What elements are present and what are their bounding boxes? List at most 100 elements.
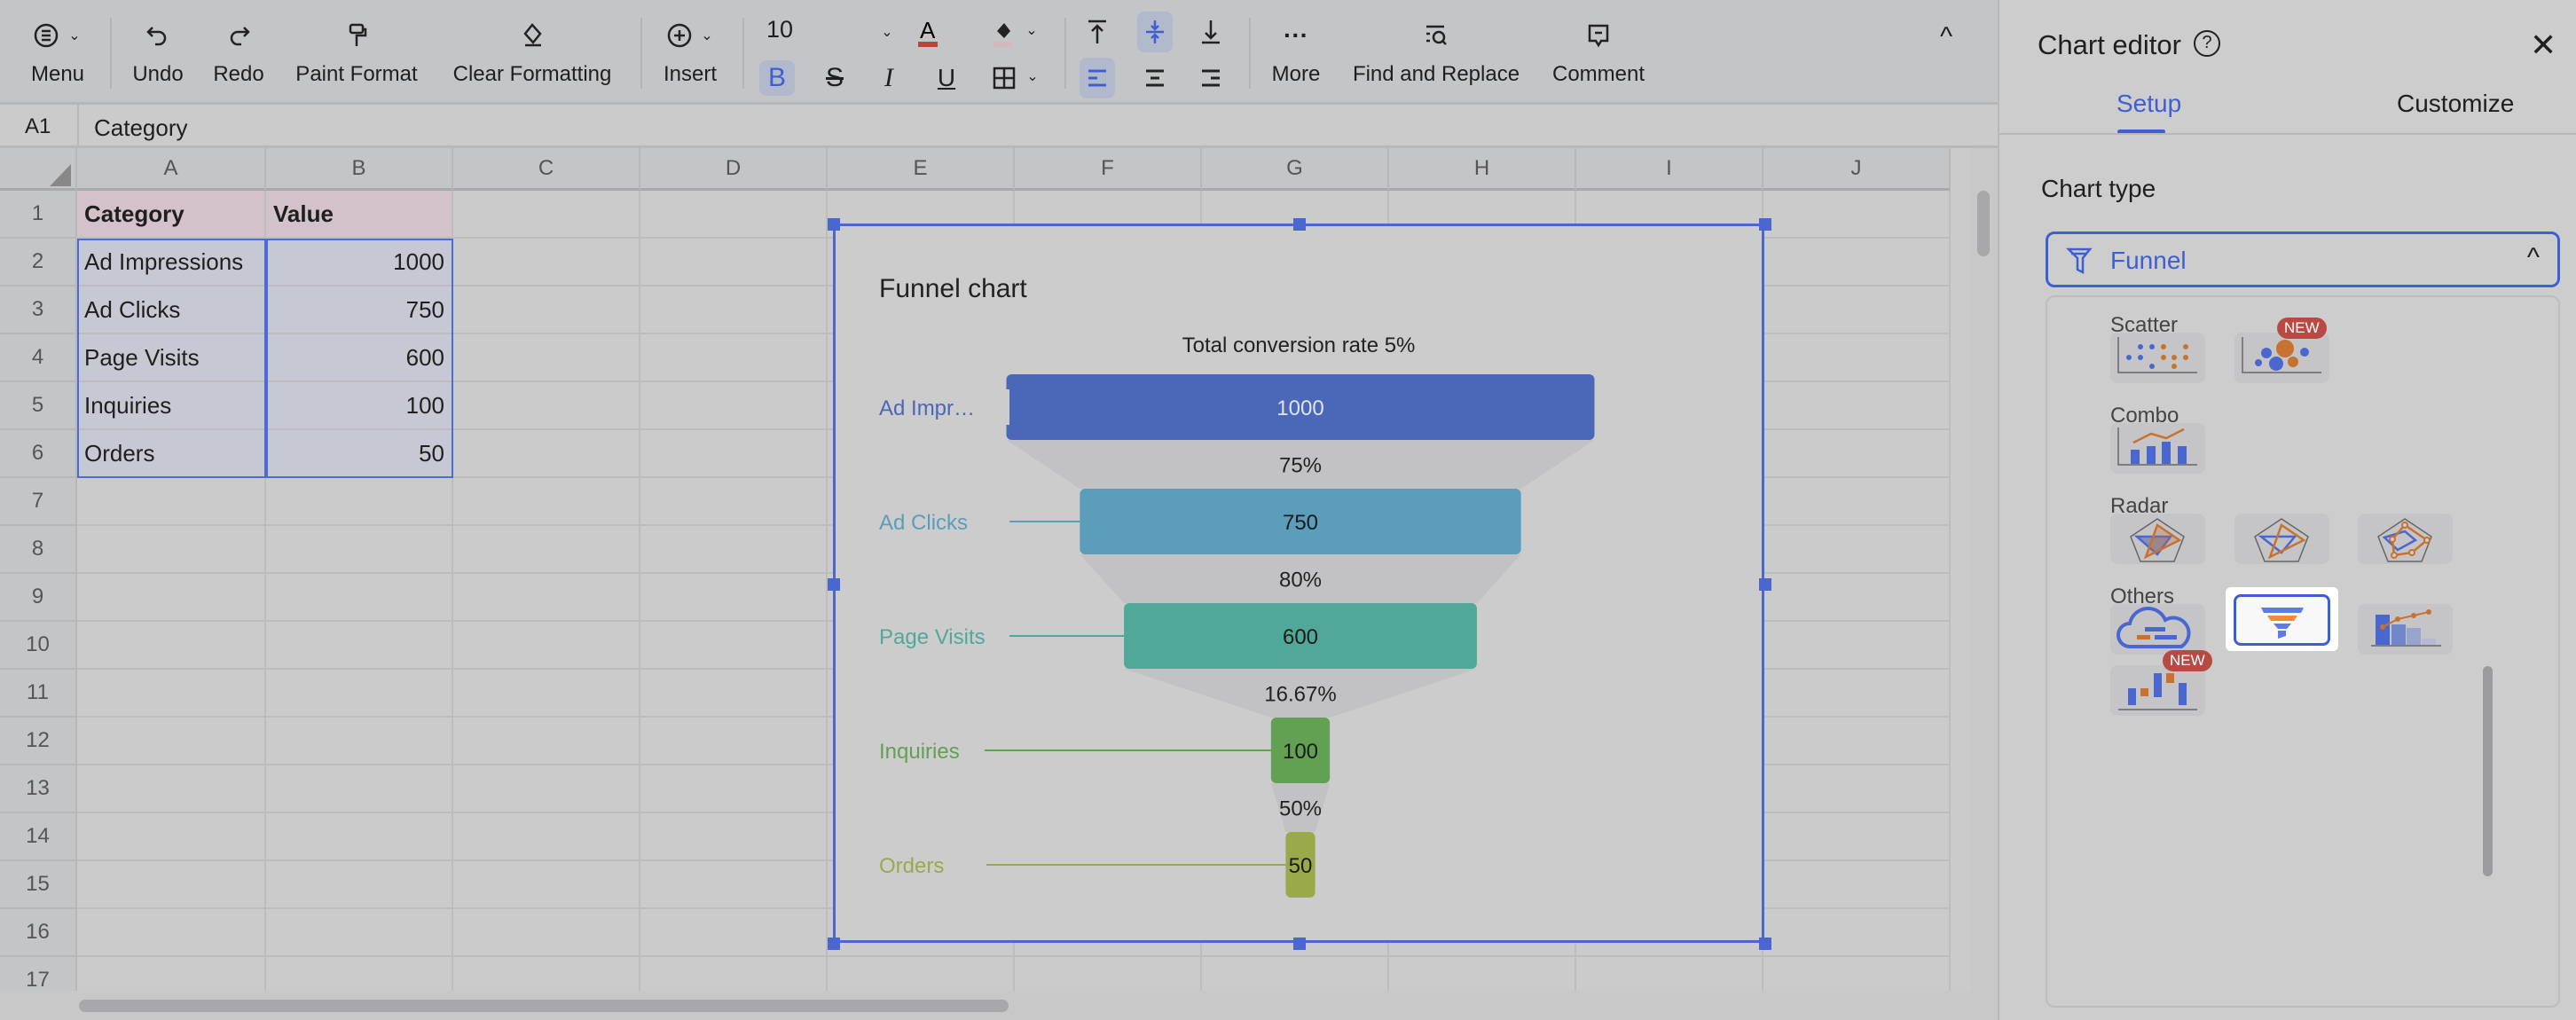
row-header-12[interactable]: 12 [0, 718, 77, 765]
cell-C12[interactable] [453, 718, 640, 765]
redo-button[interactable]: Redo [213, 62, 264, 86]
chart-option-wordcloud[interactable] [2110, 604, 2205, 655]
cell-D3[interactable] [640, 286, 828, 334]
cell-I17[interactable] [1576, 957, 1763, 991]
menu-button[interactable]: Menu [30, 62, 85, 86]
cell-C2[interactable] [453, 239, 640, 286]
valign-middle-icon[interactable] [1137, 12, 1173, 52]
cell-C7[interactable] [453, 478, 640, 526]
cell-A8[interactable] [77, 526, 266, 574]
paint-format-button[interactable]: Paint Format [295, 62, 418, 86]
row-header-6[interactable]: 6 [0, 430, 77, 478]
tab-setup[interactable]: Setup [2117, 90, 2182, 117]
cell-D2[interactable] [640, 239, 828, 286]
cell-J16[interactable] [1763, 909, 1951, 957]
cell-B2[interactable]: 1000 [266, 239, 453, 286]
strikethrough-button[interactable]: S [825, 63, 844, 92]
row-header-3[interactable]: 3 [0, 286, 77, 334]
paint-format-icon[interactable] [339, 18, 374, 53]
valign-bottom-icon[interactable] [1193, 14, 1229, 50]
cell-B10[interactable] [266, 622, 453, 670]
resize-handle[interactable] [828, 938, 840, 950]
chart-option-radar-filled[interactable] [2110, 514, 2205, 564]
cell-D1[interactable] [640, 191, 828, 239]
formula-input[interactable]: Category [94, 114, 188, 141]
cell-C10[interactable] [453, 622, 640, 670]
font-size-select[interactable]: 10 [766, 16, 794, 43]
cell-B4[interactable]: 600 [266, 334, 453, 382]
cell-E17[interactable] [828, 957, 1015, 991]
chart-option-scatter[interactable] [2110, 333, 2205, 383]
cell-J8[interactable] [1763, 526, 1951, 574]
cell-J14[interactable] [1763, 813, 1951, 861]
cell-D14[interactable] [640, 813, 828, 861]
cell-B3[interactable]: 750 [266, 286, 453, 334]
redo-icon[interactable] [221, 18, 256, 53]
cell-A5[interactable]: Inquiries [77, 382, 266, 430]
row-header-14[interactable]: 14 [0, 813, 77, 861]
cell-A13[interactable] [77, 765, 266, 813]
more-button[interactable]: More [1271, 62, 1321, 86]
cell-A12[interactable] [77, 718, 266, 765]
column-header-A[interactable]: A [77, 148, 266, 191]
cell-J17[interactable] [1763, 957, 1951, 991]
bold-button[interactable]: B [759, 60, 795, 96]
cell-A11[interactable] [77, 670, 266, 718]
cell-B1[interactable]: Value [266, 191, 453, 239]
cell-D8[interactable] [640, 526, 828, 574]
help-icon[interactable]: ? [2194, 30, 2220, 57]
cell-C16[interactable] [453, 909, 640, 957]
cell-J4[interactable] [1763, 334, 1951, 382]
cell-B16[interactable] [266, 909, 453, 957]
text-color-icon[interactable]: A [910, 16, 946, 51]
cell-C9[interactable] [453, 574, 640, 622]
cell-C11[interactable] [453, 670, 640, 718]
cell-D15[interactable] [640, 861, 828, 909]
column-header-H[interactable]: H [1389, 148, 1576, 191]
cell-B7[interactable] [266, 478, 453, 526]
menu-icon[interactable] [28, 18, 64, 53]
column-header-F[interactable]: F [1015, 148, 1202, 191]
resize-handle[interactable] [1759, 938, 1771, 950]
cell-C17[interactable] [453, 957, 640, 991]
cell-B12[interactable] [266, 718, 453, 765]
undo-icon[interactable] [140, 18, 176, 53]
cell-C6[interactable] [453, 430, 640, 478]
resize-handle[interactable] [1293, 218, 1306, 231]
cell-J15[interactable] [1763, 861, 1951, 909]
row-header-1[interactable]: 1 [0, 191, 77, 239]
row-header-17[interactable]: 17 [0, 957, 77, 991]
row-header-13[interactable]: 13 [0, 765, 77, 813]
align-right-icon[interactable] [1193, 60, 1229, 96]
resize-handle[interactable] [1759, 577, 1771, 591]
cell-D11[interactable] [640, 670, 828, 718]
column-header-J[interactable]: J [1763, 148, 1951, 191]
fill-color-icon[interactable] [986, 16, 1021, 51]
borders-chevron-icon[interactable]: ⌄ [1026, 69, 1039, 84]
cell-A14[interactable] [77, 813, 266, 861]
underline-button[interactable]: U [937, 64, 956, 91]
cell-J6[interactable] [1763, 430, 1951, 478]
align-center-icon[interactable] [1137, 60, 1173, 96]
column-header-C[interactable]: C [453, 148, 640, 191]
insert-chevron-icon[interactable]: ⌄ [701, 28, 713, 43]
cell-reference[interactable]: A1 [25, 114, 51, 138]
vertical-scrollbar-thumb[interactable] [1977, 191, 1990, 256]
more-icon[interactable]: ··· [1284, 21, 1308, 49]
cell-D17[interactable] [640, 957, 828, 991]
cell-D9[interactable] [640, 574, 828, 622]
fill-chevron-icon[interactable]: ⌄ [1025, 23, 1038, 38]
undo-button[interactable]: Undo [132, 62, 184, 86]
close-icon[interactable]: ✕ [2530, 27, 2557, 63]
row-header-7[interactable]: 7 [0, 478, 77, 526]
row-header-2[interactable]: 2 [0, 239, 77, 286]
chart-option-bubble[interactable] [2234, 333, 2329, 383]
cell-D7[interactable] [640, 478, 828, 526]
row-header-9[interactable]: 9 [0, 574, 77, 622]
cell-A3[interactable]: Ad Clicks [77, 286, 266, 334]
column-header-G[interactable]: G [1202, 148, 1389, 191]
cell-D4[interactable] [640, 334, 828, 382]
insert-button[interactable]: Insert [663, 62, 718, 86]
cell-A17[interactable] [77, 957, 266, 991]
cell-B5[interactable]: 100 [266, 382, 453, 430]
